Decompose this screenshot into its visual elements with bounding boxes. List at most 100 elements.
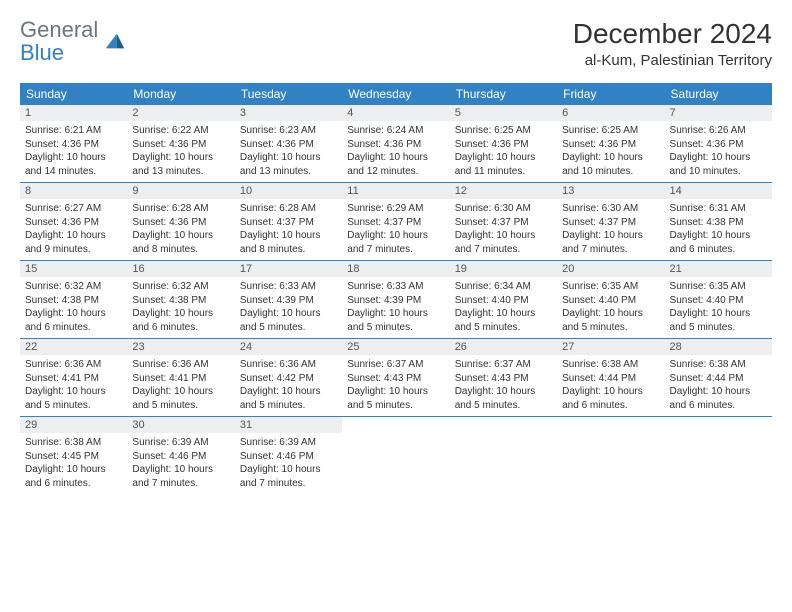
day-info-line: Daylight: 10 hours: [240, 151, 337, 165]
day-info: Sunrise: 6:38 AMSunset: 4:44 PMDaylight:…: [557, 355, 664, 412]
day-info: Sunrise: 6:22 AMSunset: 4:36 PMDaylight:…: [127, 121, 234, 178]
day-cell: 6Sunrise: 6:25 AMSunset: 4:36 PMDaylight…: [557, 105, 664, 182]
day-number: 2: [127, 105, 234, 121]
day-number: 4: [342, 105, 449, 121]
day-cell: 20Sunrise: 6:35 AMSunset: 4:40 PMDayligh…: [557, 261, 664, 338]
day-number: 3: [235, 105, 342, 121]
day-info-line: and 6 minutes.: [132, 321, 229, 335]
day-info-line: Daylight: 10 hours: [25, 463, 122, 477]
day-info: Sunrise: 6:33 AMSunset: 4:39 PMDaylight:…: [235, 277, 342, 334]
day-number: 23: [127, 339, 234, 355]
day-info: Sunrise: 6:25 AMSunset: 4:36 PMDaylight:…: [557, 121, 664, 178]
day-info-line: and 13 minutes.: [132, 165, 229, 179]
day-info: Sunrise: 6:30 AMSunset: 4:37 PMDaylight:…: [450, 199, 557, 256]
day-info: Sunrise: 6:36 AMSunset: 4:41 PMDaylight:…: [127, 355, 234, 412]
day-info-line: and 7 minutes.: [347, 243, 444, 257]
day-info-line: Sunset: 4:39 PM: [240, 294, 337, 308]
day-cell: 18Sunrise: 6:33 AMSunset: 4:39 PMDayligh…: [342, 261, 449, 338]
day-info: Sunrise: 6:24 AMSunset: 4:36 PMDaylight:…: [342, 121, 449, 178]
day-info-line: Daylight: 10 hours: [455, 385, 552, 399]
day-info-line: Sunset: 4:44 PM: [670, 372, 767, 386]
day-info-line: Sunrise: 6:37 AM: [347, 358, 444, 372]
day-info: Sunrise: 6:26 AMSunset: 4:36 PMDaylight:…: [665, 121, 772, 178]
day-info-line: Sunset: 4:36 PM: [132, 138, 229, 152]
day-info-line: Sunrise: 6:39 AM: [132, 436, 229, 450]
day-info-line: Sunset: 4:38 PM: [132, 294, 229, 308]
day-info-line: Sunset: 4:43 PM: [455, 372, 552, 386]
day-info-line: and 10 minutes.: [670, 165, 767, 179]
day-info-line: Sunset: 4:36 PM: [347, 138, 444, 152]
day-info-line: and 7 minutes.: [132, 477, 229, 491]
logo-line1: General: [20, 18, 98, 41]
day-info: Sunrise: 6:28 AMSunset: 4:37 PMDaylight:…: [235, 199, 342, 256]
day-number: 31: [235, 417, 342, 433]
logo-triangle-icon: [104, 30, 126, 52]
day-info-line: Sunset: 4:45 PM: [25, 450, 122, 464]
day-info-line: Sunrise: 6:25 AM: [562, 124, 659, 138]
day-info: Sunrise: 6:35 AMSunset: 4:40 PMDaylight:…: [557, 277, 664, 334]
day-info: Sunrise: 6:31 AMSunset: 4:38 PMDaylight:…: [665, 199, 772, 256]
day-info-line: Sunrise: 6:35 AM: [670, 280, 767, 294]
day-info-line: Sunset: 4:37 PM: [347, 216, 444, 230]
day-number: 30: [127, 417, 234, 433]
weekday-header: Sunday: [20, 83, 127, 105]
day-info-line: Sunset: 4:46 PM: [132, 450, 229, 464]
day-cell: 5Sunrise: 6:25 AMSunset: 4:36 PMDaylight…: [450, 105, 557, 182]
weekday-header: Wednesday: [342, 83, 449, 105]
day-cell: 13Sunrise: 6:30 AMSunset: 4:37 PMDayligh…: [557, 183, 664, 260]
day-cell: 12Sunrise: 6:30 AMSunset: 4:37 PMDayligh…: [450, 183, 557, 260]
weekday-header: Thursday: [450, 83, 557, 105]
day-info-line: Daylight: 10 hours: [347, 307, 444, 321]
day-number: 21: [665, 261, 772, 277]
day-info: Sunrise: 6:37 AMSunset: 4:43 PMDaylight:…: [342, 355, 449, 412]
day-number: 25: [342, 339, 449, 355]
day-number: 29: [20, 417, 127, 433]
header: General Blue December 2024 al-Kum, Pales…: [20, 18, 772, 69]
day-info-line: Sunrise: 6:30 AM: [562, 202, 659, 216]
day-cell: 25Sunrise: 6:37 AMSunset: 4:43 PMDayligh…: [342, 339, 449, 416]
day-info-line: and 6 minutes.: [562, 399, 659, 413]
day-info: Sunrise: 6:39 AMSunset: 4:46 PMDaylight:…: [127, 433, 234, 490]
title-block: December 2024 al-Kum, Palestinian Territ…: [573, 18, 772, 69]
day-number: 22: [20, 339, 127, 355]
day-cell: 11Sunrise: 6:29 AMSunset: 4:37 PMDayligh…: [342, 183, 449, 260]
day-info-line: and 5 minutes.: [132, 399, 229, 413]
day-cell: 24Sunrise: 6:36 AMSunset: 4:42 PMDayligh…: [235, 339, 342, 416]
day-number: 18: [342, 261, 449, 277]
day-info-line: Sunrise: 6:39 AM: [240, 436, 337, 450]
week-row: 15Sunrise: 6:32 AMSunset: 4:38 PMDayligh…: [20, 261, 772, 339]
day-info-line: Sunset: 4:40 PM: [670, 294, 767, 308]
day-info-line: Sunset: 4:38 PM: [670, 216, 767, 230]
day-number: 16: [127, 261, 234, 277]
day-cell: [450, 417, 557, 494]
day-info-line: and 8 minutes.: [132, 243, 229, 257]
day-info-line: Sunrise: 6:29 AM: [347, 202, 444, 216]
weekday-header: Saturday: [665, 83, 772, 105]
logo-line2: Blue: [20, 41, 98, 64]
day-cell: 19Sunrise: 6:34 AMSunset: 4:40 PMDayligh…: [450, 261, 557, 338]
day-info-line: Sunrise: 6:33 AM: [240, 280, 337, 294]
day-info-line: and 13 minutes.: [240, 165, 337, 179]
day-info-line: and 6 minutes.: [670, 399, 767, 413]
day-info-line: and 5 minutes.: [240, 399, 337, 413]
day-cell: 28Sunrise: 6:38 AMSunset: 4:44 PMDayligh…: [665, 339, 772, 416]
day-info-line: Sunset: 4:40 PM: [455, 294, 552, 308]
day-info-line: Daylight: 10 hours: [670, 307, 767, 321]
day-info-line: Daylight: 10 hours: [240, 385, 337, 399]
day-number: 26: [450, 339, 557, 355]
day-info-line: and 5 minutes.: [562, 321, 659, 335]
day-cell: 15Sunrise: 6:32 AMSunset: 4:38 PMDayligh…: [20, 261, 127, 338]
day-info-line: Sunrise: 6:28 AM: [132, 202, 229, 216]
day-info-line: Sunrise: 6:26 AM: [670, 124, 767, 138]
day-info: Sunrise: 6:39 AMSunset: 4:46 PMDaylight:…: [235, 433, 342, 490]
day-number: 28: [665, 339, 772, 355]
day-info-line: Sunrise: 6:32 AM: [132, 280, 229, 294]
day-info-line: and 7 minutes.: [455, 243, 552, 257]
day-cell: 8Sunrise: 6:27 AMSunset: 4:36 PMDaylight…: [20, 183, 127, 260]
day-cell: 2Sunrise: 6:22 AMSunset: 4:36 PMDaylight…: [127, 105, 234, 182]
day-info-line: and 8 minutes.: [240, 243, 337, 257]
day-number: 7: [665, 105, 772, 121]
logo: General Blue: [20, 18, 126, 64]
day-info-line: and 6 minutes.: [25, 477, 122, 491]
weekday-header: Friday: [557, 83, 664, 105]
